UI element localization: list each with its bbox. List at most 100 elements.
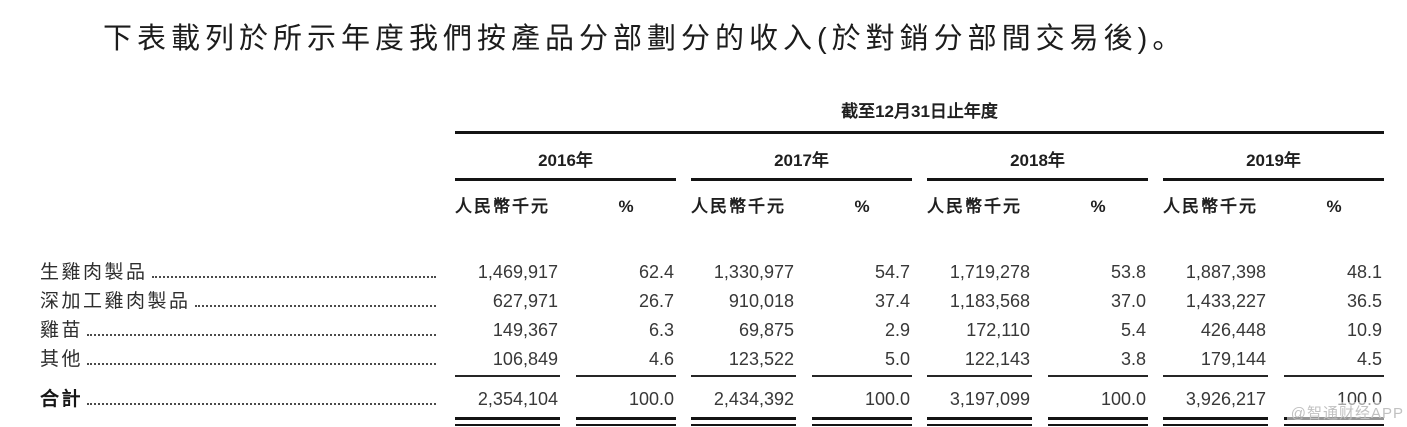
percent-header: % <box>1090 197 1106 216</box>
revenue-by-segment-table: 截至12月31日止年度 2016年 2017年 2018年 2019年 人民幣千… <box>40 97 1384 426</box>
subheader-group-2016: 人民幣千元 % <box>455 192 676 217</box>
period-header: 截至12月31日止年度 <box>455 97 1384 134</box>
dot-leader <box>151 276 436 278</box>
intro-paragraph: 下表載列於所示年度我們按產品分部劃分的收入(於對銷分部間交易後)。 <box>103 23 1187 55</box>
row-label: 生雞肉製品 <box>40 262 148 283</box>
percent-header: % <box>1326 197 1342 216</box>
percent-cell: 3.8 <box>1120 349 1146 369</box>
amount-cell: 1,719,278 <box>949 262 1030 282</box>
rule <box>927 375 1032 377</box>
table-row-others: 其他 106,849 4.6 123,522 5.0 122,143 3.8 1… <box>40 344 1384 373</box>
amount-cell: 179,144 <box>1200 349 1266 369</box>
table-row-total: 合計 2,354,104 100.0 2,434,392 100.0 3,197… <box>40 384 1384 414</box>
dot-leader <box>87 334 436 336</box>
subheader-group-2017: 人民幣千元 % <box>691 192 912 217</box>
unit-header: 人民幣千元 <box>927 197 1022 216</box>
amount-cell: 1,330,977 <box>713 262 794 282</box>
amount-cell: 123,522 <box>728 349 794 369</box>
table-row-raw-chicken: 生雞肉製品 1,469,917 62.4 1,330,977 54.7 1,71… <box>40 257 1384 286</box>
amount-cell: 1,887,398 <box>1185 262 1266 282</box>
rule <box>576 375 676 377</box>
rule <box>1048 375 1148 377</box>
dot-leader <box>87 363 436 365</box>
amount-cell: 1,433,227 <box>1185 291 1266 311</box>
row-label-cell: 合計 <box>40 384 440 411</box>
row-label: 深加工雞肉製品 <box>40 291 191 312</box>
year-header-2019: 2019年 <box>1163 134 1384 181</box>
rule <box>1284 375 1384 377</box>
amount-cell: 3,926,217 <box>1185 389 1266 409</box>
row-label: 其他 <box>40 349 84 370</box>
percent-cell: 36.5 <box>1346 291 1382 311</box>
amount-cell: 2,354,104 <box>477 389 558 409</box>
percent-cell: 100.0 <box>864 389 910 409</box>
amount-cell: 1,469,917 <box>477 262 558 282</box>
period-header-row: 截至12月31日止年度 <box>40 97 1384 134</box>
percent-cell: 37.0 <box>1110 291 1146 311</box>
unit-header: 人民幣千元 <box>455 197 550 216</box>
row-label-cell: 生雞肉製品 <box>40 257 440 284</box>
rule <box>812 375 912 377</box>
percent-cell: 6.3 <box>648 320 674 340</box>
double-rule <box>812 417 912 426</box>
total-double-rule-row <box>40 417 1384 426</box>
percent-cell: 2.9 <box>884 320 910 340</box>
amount-cell: 426,448 <box>1200 320 1266 340</box>
amount-cell: 627,971 <box>492 291 558 311</box>
percent-cell: 48.1 <box>1346 262 1382 282</box>
table-row-chicks: 雞苗 149,367 6.3 69,875 2.9 172,110 5.4 42… <box>40 315 1384 344</box>
double-rule <box>455 417 560 426</box>
percent-cell: 100.0 <box>1100 389 1146 409</box>
subheader-group-2018: 人民幣千元 % <box>927 192 1148 217</box>
row-label-cell: 雞苗 <box>40 315 440 342</box>
percent-cell: 5.0 <box>884 349 910 369</box>
percent-cell: 10.9 <box>1346 320 1382 340</box>
amount-cell: 122,143 <box>964 349 1030 369</box>
percent-cell: 4.5 <box>1356 349 1382 369</box>
percent-cell: 54.7 <box>874 262 910 282</box>
percent-header: % <box>618 197 634 216</box>
percent-cell: 4.6 <box>648 349 674 369</box>
percent-cell: 53.8 <box>1110 262 1146 282</box>
dot-leader <box>194 305 436 307</box>
subheader-row: 人民幣千元 % 人民幣千元 % 人民幣千元 % 人民幣千元 % <box>40 181 1384 217</box>
percent-cell: 5.4 <box>1120 320 1146 340</box>
double-rule <box>691 417 796 426</box>
watermark: @智通财经APP <box>1286 402 1404 423</box>
percent-cell: 26.7 <box>638 291 674 311</box>
amount-cell: 1,183,568 <box>949 291 1030 311</box>
row-label: 合計 <box>40 389 84 410</box>
row-label-cell: 深加工雞肉製品 <box>40 286 440 313</box>
row-label: 雞苗 <box>40 320 84 341</box>
percent-cell: 100.0 <box>628 389 674 409</box>
row-label-cell: 其他 <box>40 344 440 371</box>
percent-header: % <box>854 197 870 216</box>
double-rule <box>1163 417 1268 426</box>
amount-cell: 910,018 <box>728 291 794 311</box>
double-rule <box>576 417 676 426</box>
year-header-2018: 2018年 <box>927 134 1148 181</box>
subheader-group-2019: 人民幣千元 % <box>1163 192 1384 217</box>
amount-cell: 149,367 <box>492 320 558 340</box>
year-header-2017: 2017年 <box>691 134 912 181</box>
amount-cell: 3,197,099 <box>949 389 1030 409</box>
year-header-row: 2016年 2017年 2018年 2019年 <box>40 134 1384 181</box>
amount-cell: 106,849 <box>492 349 558 369</box>
amount-cell: 2,434,392 <box>713 389 794 409</box>
percent-cell: 62.4 <box>638 262 674 282</box>
rule <box>1163 375 1268 377</box>
rule <box>691 375 796 377</box>
double-rule <box>927 417 1032 426</box>
table-row-processed-chicken: 深加工雞肉製品 627,971 26.7 910,018 37.4 1,183,… <box>40 286 1384 315</box>
pre-total-rule-row <box>40 375 1384 377</box>
double-rule <box>1048 417 1148 426</box>
year-header-2016: 2016年 <box>455 134 676 181</box>
amount-cell: 172,110 <box>966 320 1030 340</box>
rule <box>455 375 560 377</box>
percent-cell: 37.4 <box>874 291 910 311</box>
dot-leader <box>87 403 436 405</box>
unit-header: 人民幣千元 <box>691 197 786 216</box>
amount-cell: 69,875 <box>738 320 794 340</box>
unit-header: 人民幣千元 <box>1163 197 1258 216</box>
